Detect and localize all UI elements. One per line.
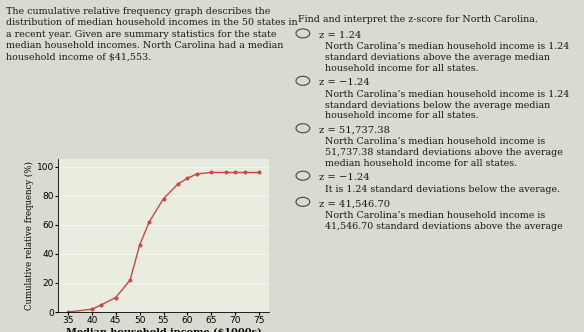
- Text: The cumulative relative frequency graph describes the
distribution of median hou: The cumulative relative frequency graph …: [6, 7, 297, 61]
- Text: 41,546.70 standard deviations above the average: 41,546.70 standard deviations above the …: [325, 221, 562, 231]
- Text: z = −1.24: z = −1.24: [319, 78, 370, 87]
- Text: median household income for all states.: median household income for all states.: [325, 159, 517, 168]
- Text: z = 51,737.38: z = 51,737.38: [319, 126, 390, 135]
- X-axis label: Median household income ($1000s): Median household income ($1000s): [66, 328, 261, 332]
- Text: z = −1.24: z = −1.24: [319, 173, 370, 182]
- Text: It is 1.24 standard deviations below the average.: It is 1.24 standard deviations below the…: [325, 185, 560, 194]
- Text: North Carolina’s median household income is: North Carolina’s median household income…: [325, 211, 545, 220]
- Text: standard deviations above the average median: standard deviations above the average me…: [325, 53, 550, 62]
- Text: Find and interpret the z-score for North Carolina.: Find and interpret the z-score for North…: [298, 15, 538, 24]
- Text: z = 41,546.70: z = 41,546.70: [319, 199, 390, 208]
- Text: North Carolina’s median household income is 1.24: North Carolina’s median household income…: [325, 42, 569, 51]
- Text: 51,737.38 standard deviations above the average: 51,737.38 standard deviations above the …: [325, 148, 563, 157]
- Text: z = 1.24: z = 1.24: [319, 31, 361, 40]
- Y-axis label: Cumulative relative frequency (%): Cumulative relative frequency (%): [25, 161, 34, 310]
- Text: household income for all states.: household income for all states.: [325, 64, 478, 73]
- Text: standard deviations below the average median: standard deviations below the average me…: [325, 101, 550, 110]
- Text: household income for all states.: household income for all states.: [325, 111, 478, 120]
- Text: North Carolina’s median household income is 1.24: North Carolina’s median household income…: [325, 90, 569, 99]
- Text: North Carolina’s median household income is: North Carolina’s median household income…: [325, 137, 545, 146]
